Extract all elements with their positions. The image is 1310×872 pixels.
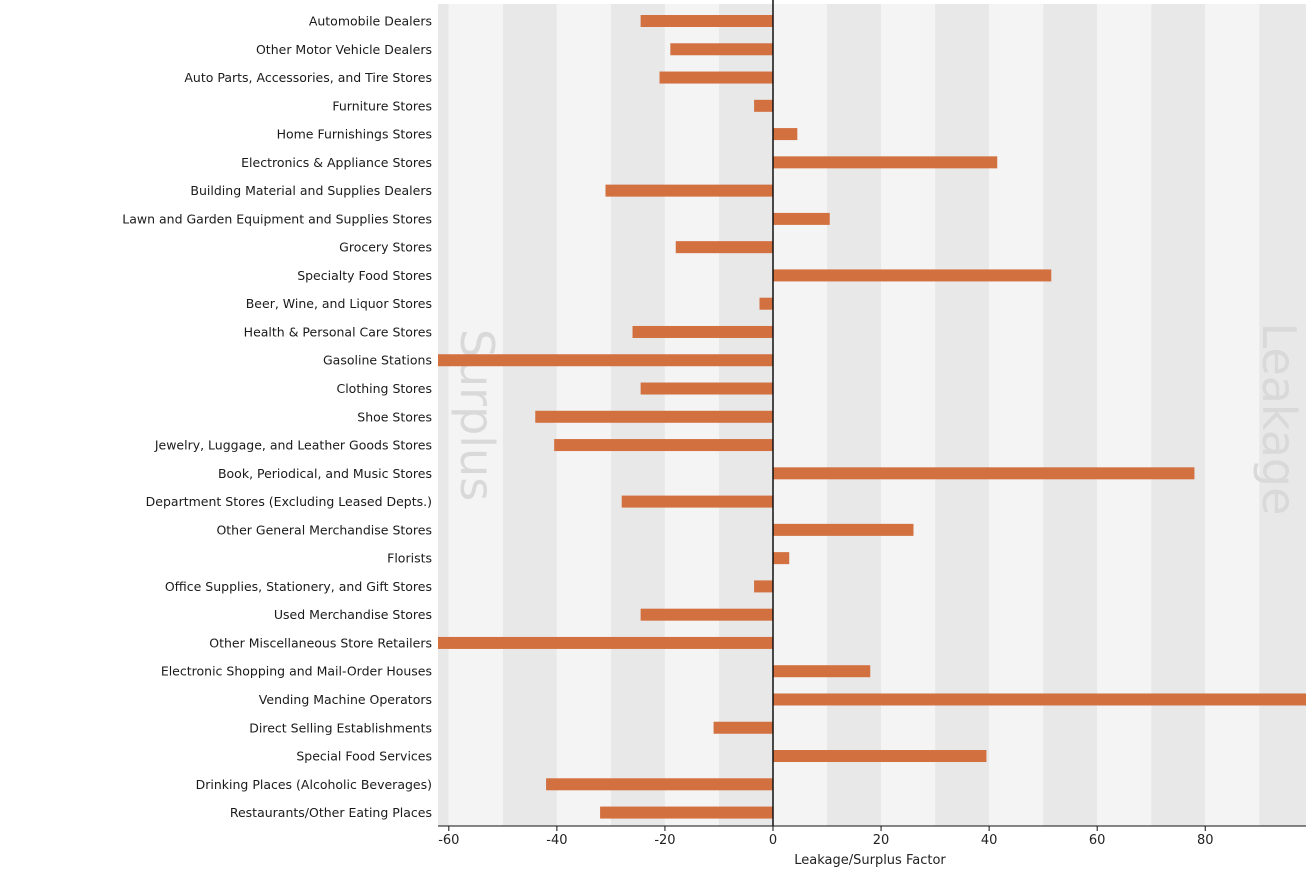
- bar: [640, 15, 773, 27]
- bar: [773, 552, 790, 565]
- grid-band: [989, 4, 1044, 826]
- category-label: Electronic Shopping and Mail-Order House…: [161, 664, 432, 679]
- x-tick-label: 60: [1089, 833, 1106, 848]
- grid-band: [1043, 4, 1098, 826]
- category-label: Beer, Wine, and Liquor Stores: [246, 296, 432, 311]
- bar: [438, 354, 773, 367]
- bar: [621, 495, 773, 508]
- bar: [773, 750, 987, 763]
- category-label: Clothing Stores: [336, 381, 432, 396]
- bar: [713, 721, 773, 734]
- bar: [535, 410, 773, 423]
- bar: [773, 269, 1052, 282]
- category-label: Jewelry, Luggage, and Leather Goods Stor…: [154, 438, 432, 453]
- category-label: Specialty Food Stores: [297, 268, 432, 283]
- x-tick-label: 20: [873, 833, 890, 848]
- bar: [632, 325, 773, 338]
- category-label: Vending Machine Operators: [259, 692, 432, 707]
- category-label: Furniture Stores: [332, 98, 432, 113]
- category-label: Shoe Stores: [357, 409, 432, 424]
- category-label: Florists: [387, 551, 432, 566]
- category-label: Lawn and Garden Equipment and Supplies S…: [122, 211, 432, 226]
- bar: [600, 806, 773, 819]
- category-label: Home Furnishings Stores: [277, 127, 432, 142]
- grid-band: [448, 4, 503, 826]
- category-label: Other Miscellaneous Store Retailers: [209, 635, 432, 650]
- category-label: Department Stores (Excluding Leased Dept…: [146, 494, 432, 509]
- bar: [754, 99, 773, 112]
- bars: [438, 15, 1306, 819]
- category-label: Direct Selling Establishments: [249, 720, 432, 735]
- x-axis-ticks: -60 -40 -20 0 20 40 60 80: [438, 826, 1214, 848]
- bar: [754, 580, 773, 593]
- bar: [546, 778, 773, 791]
- category-label: Automobile Dealers: [309, 14, 432, 29]
- bar: [773, 128, 798, 141]
- category-label: Other General Merchandise Stores: [216, 522, 432, 537]
- category-label: Office Supplies, Stationery, and Gift St…: [165, 579, 432, 594]
- x-tick-label: 0: [769, 833, 777, 848]
- grid-band: [1151, 4, 1206, 826]
- grid-band: [1259, 4, 1306, 826]
- category-label: Auto Parts, Accessories, and Tire Stores: [184, 70, 432, 85]
- x-tick-label: 80: [1197, 833, 1214, 848]
- grid-band: [827, 4, 882, 826]
- bar: [675, 241, 773, 254]
- category-label: Grocery Stores: [339, 240, 432, 255]
- bar: [773, 467, 1195, 480]
- bar: [759, 297, 773, 310]
- bar: [773, 693, 1306, 706]
- bar: [640, 382, 773, 395]
- category-label: Drinking Places (Alcoholic Beverages): [196, 777, 432, 792]
- x-axis-title: Leakage/Surplus Factor: [794, 853, 946, 868]
- bar: [659, 71, 773, 84]
- x-tick-label: -20: [654, 833, 675, 848]
- bar: [773, 523, 914, 536]
- category-label: Gasoline Stations: [323, 353, 432, 368]
- x-tick-label: -40: [546, 833, 567, 848]
- category-label: Other Motor Vehicle Dealers: [256, 42, 432, 57]
- grid-band: [773, 4, 828, 826]
- grid-band: [935, 4, 990, 826]
- category-labels: Automobile Dealers Other Motor Vehicle De…: [122, 14, 432, 821]
- bar: [773, 212, 830, 225]
- bar: [773, 156, 998, 169]
- bar: [640, 608, 773, 621]
- category-label: Used Merchandise Stores: [274, 607, 432, 622]
- bar: [605, 184, 773, 197]
- category-label: Building Material and Supplies Dealers: [190, 183, 432, 198]
- grid-band: [438, 4, 449, 826]
- grid-band: [1097, 4, 1152, 826]
- grid-band: [881, 4, 936, 826]
- category-label: Book, Periodical, and Music Stores: [218, 466, 432, 481]
- bar: [773, 665, 871, 678]
- bar: [670, 43, 773, 56]
- x-tick-label: -60: [438, 833, 459, 848]
- category-label: Electronics & Appliance Stores: [241, 155, 432, 170]
- leakage-side-label: Leakage: [1252, 323, 1306, 516]
- x-tick-label: 40: [981, 833, 998, 848]
- bar: [438, 636, 773, 649]
- category-label: Restaurants/Other Eating Places: [230, 805, 432, 820]
- category-label: Special Food Services: [296, 749, 432, 764]
- bar: [554, 439, 773, 452]
- grid-band: [1205, 4, 1260, 826]
- category-label: Health & Personal Care Stores: [244, 324, 432, 339]
